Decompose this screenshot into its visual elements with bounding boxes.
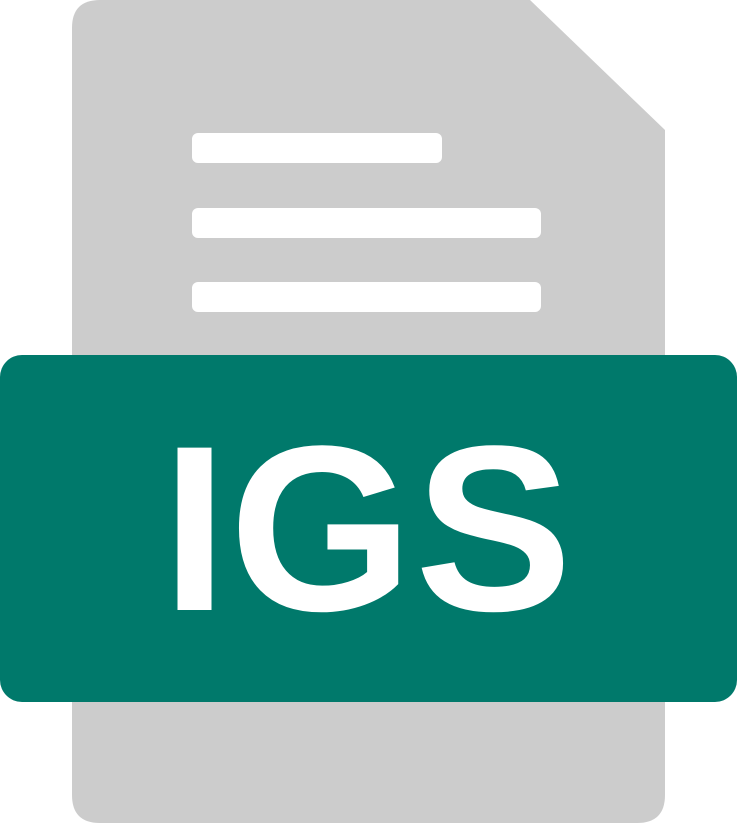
page-line-short bbox=[192, 133, 442, 163]
page-line-long bbox=[192, 282, 541, 312]
extension-banner bbox=[0, 355, 737, 702]
file-extension-label: IGS bbox=[162, 397, 575, 661]
page-line-long bbox=[192, 208, 541, 238]
